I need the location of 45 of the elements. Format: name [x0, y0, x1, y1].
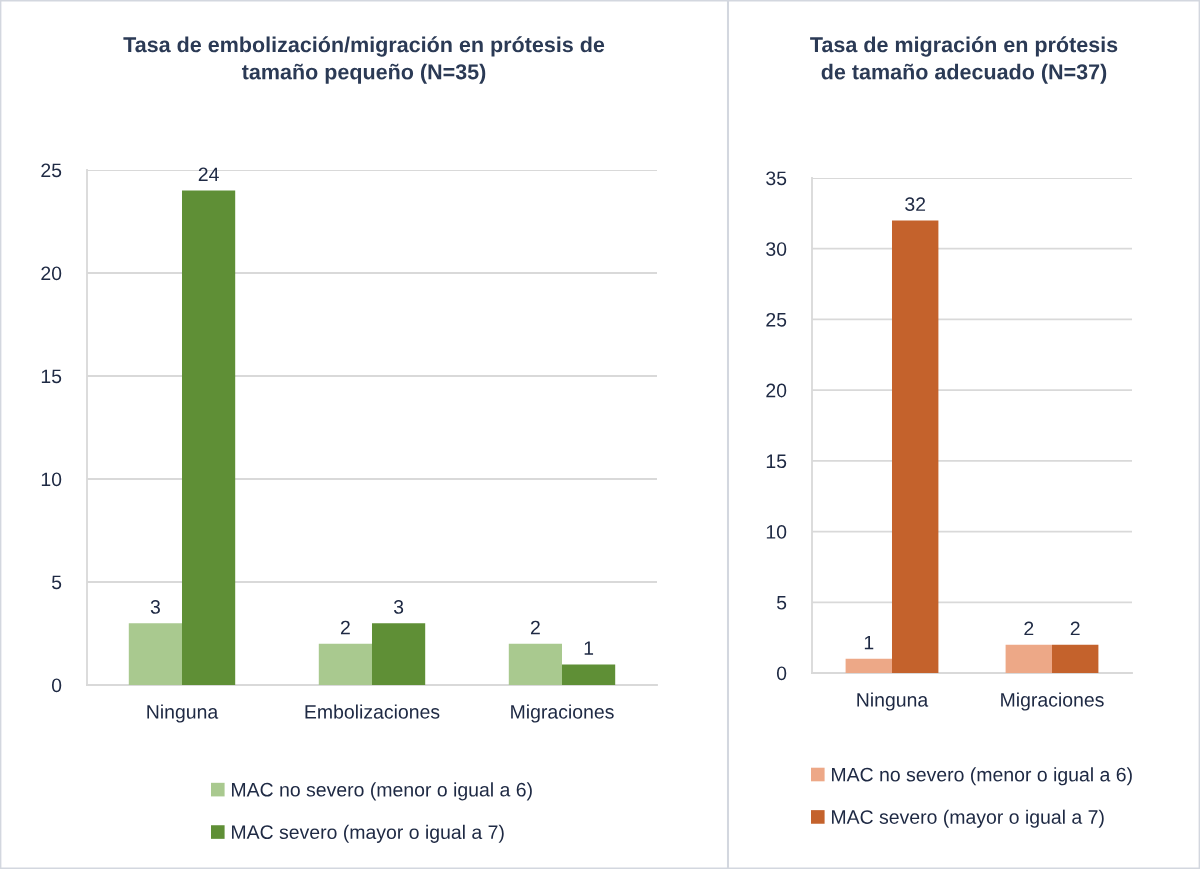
- y-tick-label: 20: [41, 266, 62, 281]
- bar: [318, 643, 372, 685]
- bar: [1005, 644, 1052, 673]
- legend-label: MAC severo (mayor o igual a 7): [832, 809, 1104, 828]
- data-label: 1: [864, 635, 874, 650]
- legend-label: MAC no severo (menor o igual a 6): [832, 767, 1132, 786]
- bar: [128, 623, 182, 685]
- bar: [372, 623, 426, 685]
- y-tick-label: 5: [776, 595, 787, 610]
- y-tick-label: 15: [766, 454, 787, 469]
- data-label: 32: [905, 197, 926, 212]
- legend-label: MAC no severo (menor o igual a 6): [232, 782, 532, 801]
- y-tick-label: 35: [766, 171, 787, 186]
- bar: [508, 643, 562, 685]
- data-label: 3: [393, 600, 404, 614]
- bar: [892, 220, 939, 673]
- chart-title: Tasa de embolización/migración en prótesis de tamaño pequeño (N=35): [123, 36, 605, 84]
- y-tick-label: 5: [51, 575, 62, 590]
- bar: [562, 664, 616, 685]
- x-tick-label: Embolizaciones: [305, 704, 440, 719]
- x-tick-label: Ninguna: [857, 692, 929, 711]
- data-label: 2: [1024, 621, 1034, 636]
- bar: [182, 190, 236, 685]
- y-tick-label: 20: [766, 383, 787, 398]
- data-label: 3: [150, 600, 160, 614]
- y-tick-label: 0: [51, 678, 62, 693]
- bar: [845, 658, 892, 673]
- y-tick-label: 25: [41, 163, 62, 178]
- data-label: 2: [340, 620, 350, 635]
- data-label: 2: [1070, 621, 1080, 636]
- x-tick-label: Ninguna: [147, 704, 219, 723]
- data-label: 24: [198, 167, 219, 182]
- data-label: 1: [584, 641, 594, 655]
- bar: [1052, 644, 1099, 673]
- y-tick-label: 0: [776, 666, 787, 681]
- x-tick-label: Migraciones: [1001, 692, 1104, 711]
- y-tick-label: 30: [766, 242, 787, 256]
- y-tick-label: 25: [766, 312, 787, 327]
- y-tick-label: 10: [41, 472, 62, 487]
- x-tick-label: Migraciones: [511, 704, 614, 723]
- chart-title: Tasa de migración en prótesis de tamaño adecuado (N=37): [810, 36, 1118, 84]
- data-label: 2: [530, 620, 540, 635]
- legend-label: MAC severo (mayor o igual a 7): [232, 824, 504, 843]
- y-tick-label: 15: [41, 369, 62, 384]
- y-tick-label: 10: [766, 525, 787, 539]
